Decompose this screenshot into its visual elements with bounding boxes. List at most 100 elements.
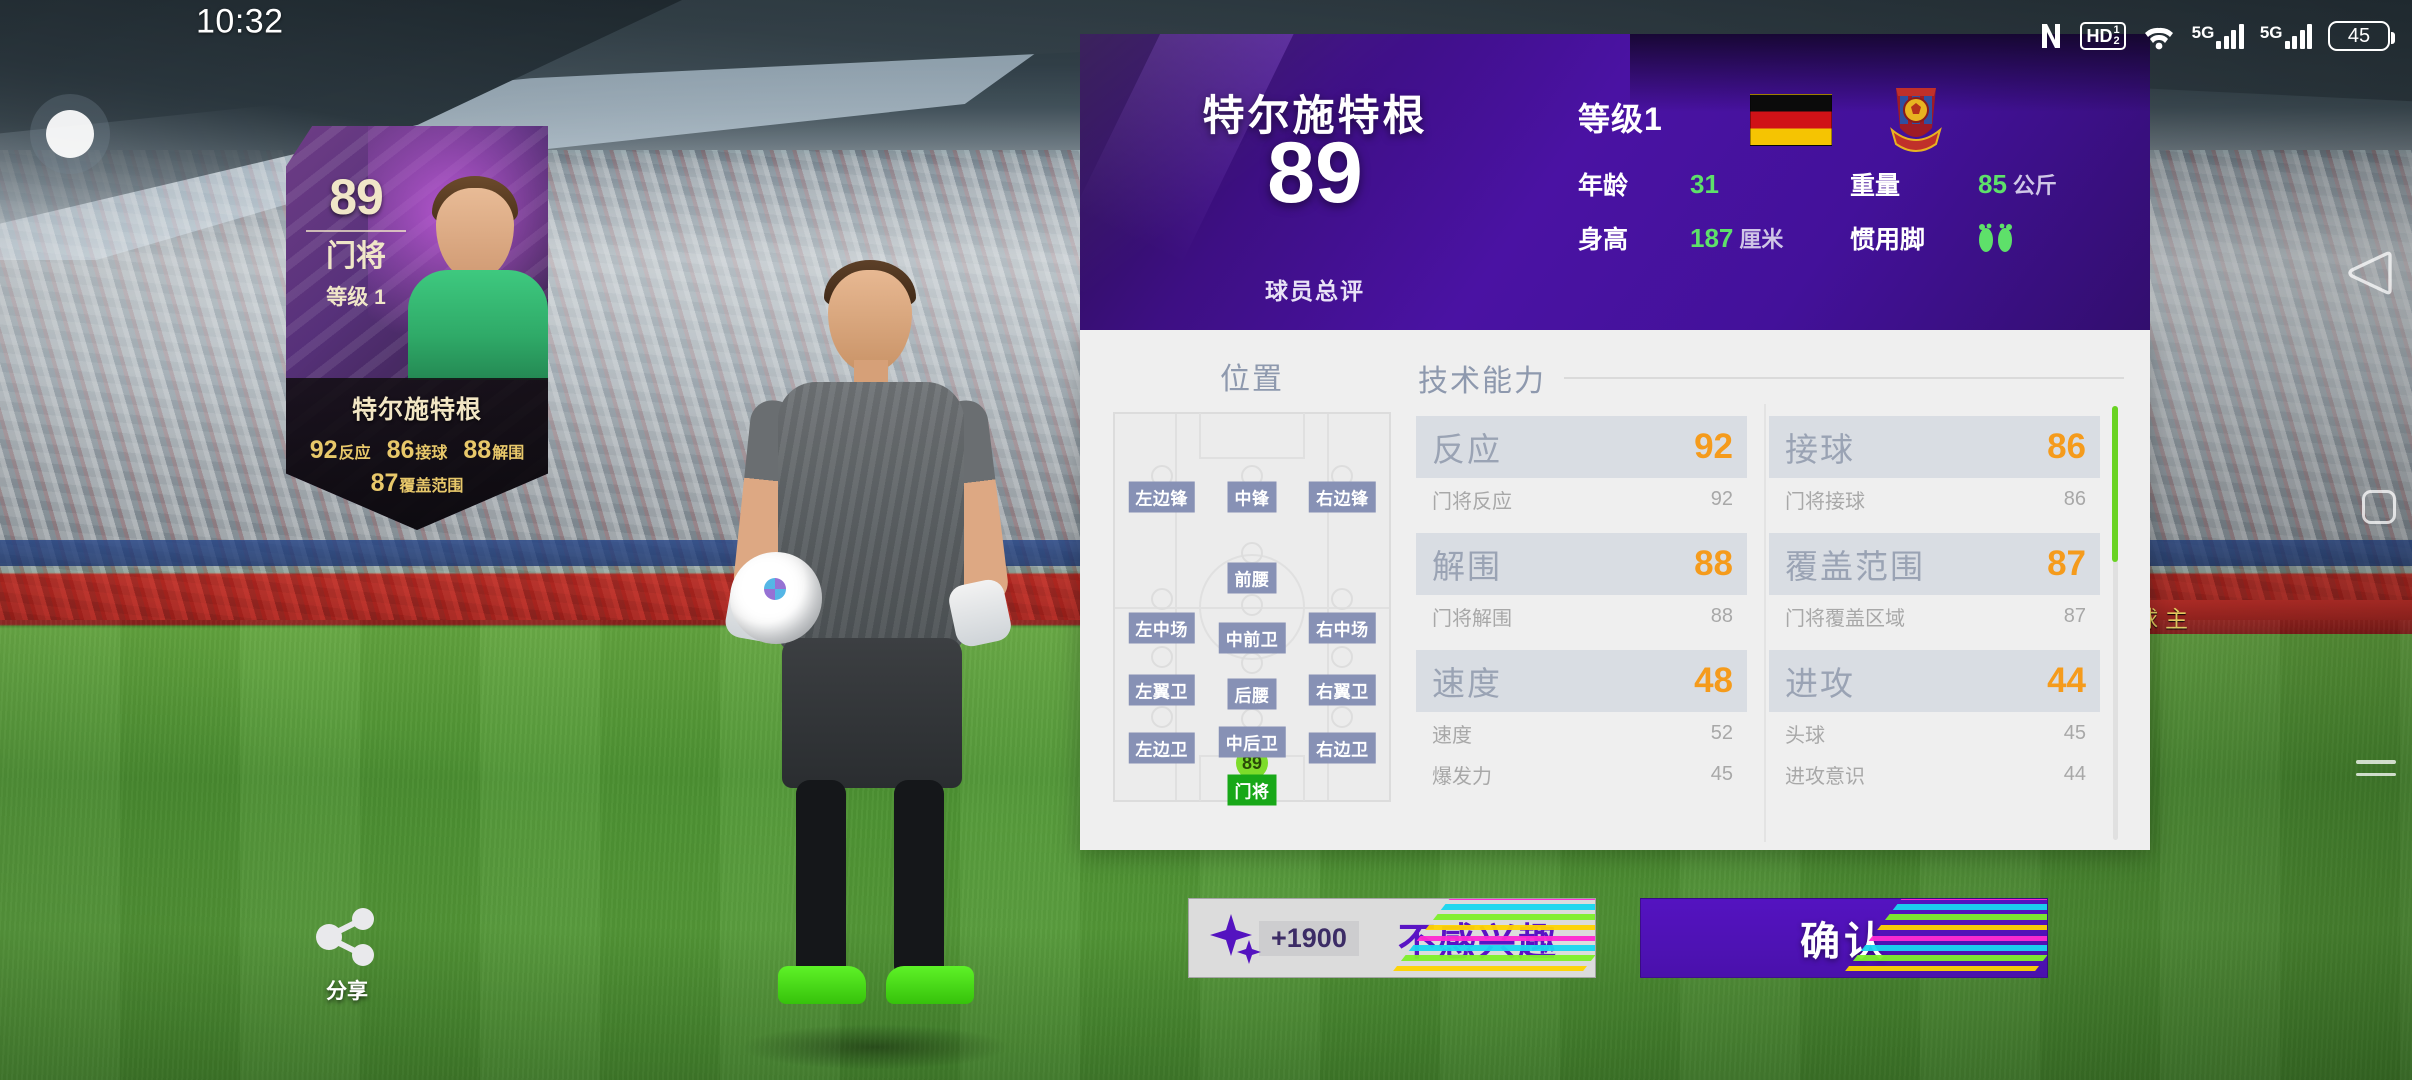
skill-sub-value: 44	[2063, 763, 2086, 785]
position-tag-active[interactable]: 门将	[1227, 774, 1277, 806]
skill-block[interactable]: 速度 48 速度 52 爆发力 45	[1416, 650, 1747, 804]
model-leg-left	[796, 780, 846, 980]
skills-column: 技术能力 反应 92 门将反应 92	[1416, 348, 2124, 850]
position-node[interactable]	[1150, 646, 1173, 669]
signal-5g-icon: 5G	[2192, 23, 2244, 49]
card-stat: 92反应	[310, 436, 371, 465]
portrait-head	[436, 188, 514, 280]
position-tag-inactive[interactable]: 左边卫	[1128, 732, 1195, 764]
model-boot-right	[886, 966, 974, 1004]
skill-sub-value: 45	[1710, 763, 1733, 785]
position-node[interactable]	[1331, 706, 1354, 728]
card-divider	[306, 230, 406, 232]
wifi-icon	[2142, 22, 2176, 50]
panel-scrollbar-thumb[interactable]	[2112, 406, 2118, 562]
model-leg-right	[894, 780, 944, 980]
position-tag-inactive[interactable]: 右中场	[1309, 612, 1376, 644]
action-button-row: +1900 不感兴趣 确认	[1188, 898, 2048, 978]
position-node[interactable]	[1331, 588, 1354, 611]
skills-grid: 反应 92 门将反应 92 接球 86	[1416, 416, 2124, 804]
position-tag-inactive[interactable]: 右边锋	[1309, 481, 1376, 513]
player-card[interactable]: 89 门将 等级 1 特尔施特根 92反应 86接球 88解围	[286, 126, 548, 530]
card-rating-block: 89 门将 等级 1	[300, 172, 412, 311]
skill-value: 86	[2047, 427, 2086, 466]
skill-block[interactable]: 覆盖范围 87 门将覆盖区域 87	[1769, 533, 2100, 646]
panel-scrollbar-track[interactable]	[2113, 406, 2118, 840]
floating-assistant-button[interactable]	[46, 110, 94, 158]
skill-name: 接球	[1785, 431, 1855, 468]
hd-sub: 2	[2113, 35, 2120, 47]
football-icon	[730, 552, 822, 644]
info-label-preferred-foot: 惯用脚	[1850, 226, 1926, 254]
position-tag-inactive[interactable]: 中后卫	[1218, 726, 1286, 758]
position-node[interactable]	[1331, 646, 1354, 669]
share-label: 分享	[326, 980, 368, 1003]
skill-title-row: 反应 92	[1416, 416, 1747, 478]
back-button[interactable]	[2344, 250, 2396, 296]
position-node[interactable]	[1241, 651, 1263, 674]
position-tag-inactive[interactable]: 右边卫	[1309, 732, 1376, 764]
card-stat-list: 92反应 86接球 88解围 87覆盖范围	[296, 436, 538, 498]
not-interested-button[interactable]: +1900 不感兴趣	[1188, 898, 1596, 978]
position-pitch-map[interactable]: 89 左边锋 中锋 右边锋 前腰 左中场 中前卫 右中场 左翼卫 后腰 右翼卫 左边卫 中后卫 右边卫 门将	[1113, 412, 1391, 806]
hamburger-menu-icon	[2356, 760, 2396, 764]
position-node[interactable]	[1150, 706, 1173, 728]
skill-name: 覆盖范围	[1785, 548, 1925, 585]
club-crest-icon	[1890, 88, 1942, 152]
back-triangle-icon	[2348, 251, 2392, 295]
skill-value: 48	[1694, 661, 1733, 700]
header-info-grid: 年龄 31 重量 85 公斤 身高 187 厘米 惯用脚	[1578, 166, 2118, 256]
screenshot-button[interactable]	[2362, 490, 2396, 524]
positions-title: 位置	[1220, 363, 1284, 396]
skill-sub-name: 门将接球	[1785, 491, 1865, 513]
card-stat-label: 接球	[415, 445, 448, 462]
position-tag-inactive[interactable]: 前腰	[1227, 562, 1277, 594]
card-stat-label: 反应	[338, 445, 371, 462]
position-node[interactable]	[1150, 588, 1173, 611]
skill-title-row: 解围 88	[1416, 533, 1747, 595]
position-tag-inactive[interactable]: 中前卫	[1218, 622, 1286, 654]
position-tag-inactive[interactable]: 左边锋	[1128, 481, 1195, 513]
skill-block[interactable]: 接球 86 门将接球 86	[1769, 416, 2100, 529]
skill-block[interactable]: 反应 92 门将反应 92	[1416, 416, 1747, 529]
hamburger-menu-icon-line2	[2356, 772, 2396, 776]
card-level-value: 1	[374, 286, 386, 309]
sparkle-icon	[1210, 914, 1261, 964]
header-overall-label: 球员总评	[1265, 278, 1365, 304]
position-node[interactable]	[1241, 541, 1263, 564]
skill-title-row: 速度 48	[1416, 650, 1747, 712]
skill-block[interactable]: 解围 88 门将解围 88	[1416, 533, 1747, 646]
skill-name: 反应	[1432, 431, 1502, 468]
skill-value: 88	[1694, 544, 1733, 583]
menu-button[interactable]	[2356, 760, 2396, 776]
skills-column-divider	[1763, 404, 1766, 842]
position-tag-inactive[interactable]: 左中场	[1128, 612, 1195, 644]
position-tag-inactive[interactable]: 左翼卫	[1128, 674, 1195, 706]
header-level: 等级1	[1578, 101, 1663, 137]
model-shorts	[782, 638, 962, 788]
confirm-button[interactable]: 确认	[1640, 898, 2048, 978]
skill-block[interactable]: 进攻 44 头球 45 进攻意识 44	[1769, 650, 2100, 804]
battery-percent: 45	[2347, 24, 2371, 47]
header-overall-value: 89	[1267, 125, 1363, 221]
hd-voice-icon: HD 1 2	[2079, 22, 2126, 50]
skill-value: 87	[2047, 544, 2086, 583]
card-stat-label: 解围	[492, 445, 525, 462]
model-boot-left	[778, 966, 866, 1004]
battery-icon: 45	[2328, 21, 2395, 51]
signal-5g-icon-2: 5G	[2260, 23, 2312, 49]
skills-header: 技术能力	[1418, 356, 2124, 400]
skill-sub-name: 速度	[1432, 725, 1472, 747]
share-button[interactable]: 分享	[292, 908, 402, 1005]
position-tag-inactive[interactable]: 中锋	[1227, 481, 1277, 513]
germany-flag-icon	[1750, 94, 1832, 146]
pitch-penalty-box-top	[1199, 413, 1305, 459]
info-value-weight: 85 公斤	[1978, 168, 2118, 200]
card-stat: 88解围	[463, 436, 524, 465]
position-tag-inactive[interactable]: 后腰	[1227, 678, 1277, 710]
skill-sub-name: 进攻意识	[1785, 766, 1865, 788]
position-node[interactable]	[1241, 594, 1263, 617]
position-tag-inactive[interactable]: 右翼卫	[1309, 674, 1376, 706]
card-stat: 87覆盖范围	[371, 469, 464, 498]
